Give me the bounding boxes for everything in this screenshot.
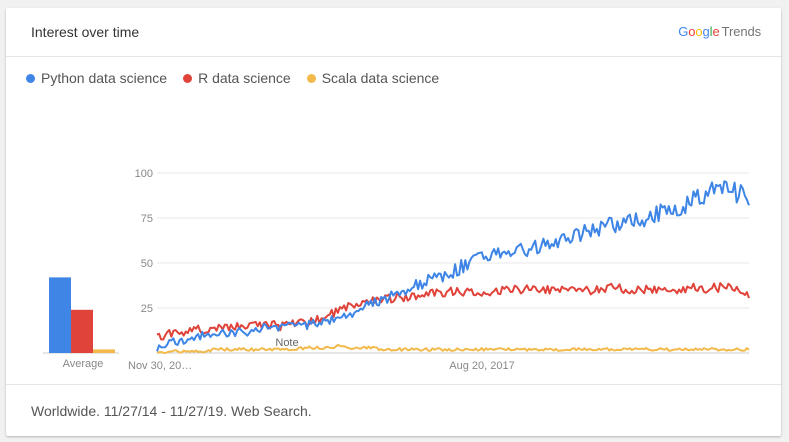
series-line[interactable]	[156, 344, 750, 354]
logo-letter: l	[709, 24, 713, 39]
legend-dot-icon	[26, 73, 35, 83]
average-bar[interactable]	[71, 309, 93, 353]
legend-item-python[interactable]: Python data science	[26, 70, 167, 86]
x-tick-label-mid: Aug 20, 2017	[449, 360, 514, 372]
interest-chart[interactable]: 25 50 75 100 Average Nov 30, 20… Aug 20,…	[6, 8, 781, 384]
y-tick-label: 75	[141, 213, 153, 225]
footer-caption: Worldwide. 11/27/14 - 11/27/19. Web Sear…	[31, 403, 312, 419]
card-header: Interest over time Google Trends	[6, 8, 781, 57]
logo-letter: e	[712, 24, 720, 39]
logo-letter: o	[695, 24, 703, 39]
chart-card: Interest over time Google Trends Python d…	[6, 8, 781, 436]
chart-title: Interest over time	[31, 24, 140, 40]
logo-letter: o	[688, 24, 696, 39]
legend-item-r[interactable]: R data science	[183, 70, 291, 86]
logo-letter: g	[702, 24, 710, 39]
series-line[interactable]	[156, 180, 750, 352]
y-tick-label: 50	[141, 258, 153, 270]
y-tick-label: 25	[141, 303, 153, 315]
legend-label: Python data science	[41, 70, 168, 86]
average-bar[interactable]	[49, 277, 71, 353]
legend-item-scala[interactable]: Scala data science	[306, 70, 440, 86]
google-trends-logo[interactable]: Google Trends	[678, 24, 761, 39]
x-tick-label-start: Nov 30, 20…	[128, 360, 192, 372]
logo-letter: G	[678, 24, 689, 39]
average-bar[interactable]	[93, 349, 115, 353]
average-bars	[43, 277, 119, 354]
card-footer: Worldwide. 11/27/14 - 11/27/19. Web Sear…	[6, 384, 781, 437]
average-label: Average	[63, 358, 104, 370]
legend-dot-icon	[183, 73, 193, 83]
legend-label: R data science	[198, 70, 291, 86]
series-lines	[156, 180, 750, 354]
series-line[interactable]	[156, 282, 750, 341]
grid-layer	[157, 172, 749, 354]
legend-label: Scala data science	[321, 70, 440, 86]
y-tick-label: 100	[135, 168, 153, 180]
legend-dot-icon	[306, 73, 316, 83]
chart-legend: Python data science R data science Scala…	[26, 70, 455, 86]
logo-trends-word: Trends	[721, 24, 761, 39]
note-annotation[interactable]: Note	[275, 337, 298, 349]
